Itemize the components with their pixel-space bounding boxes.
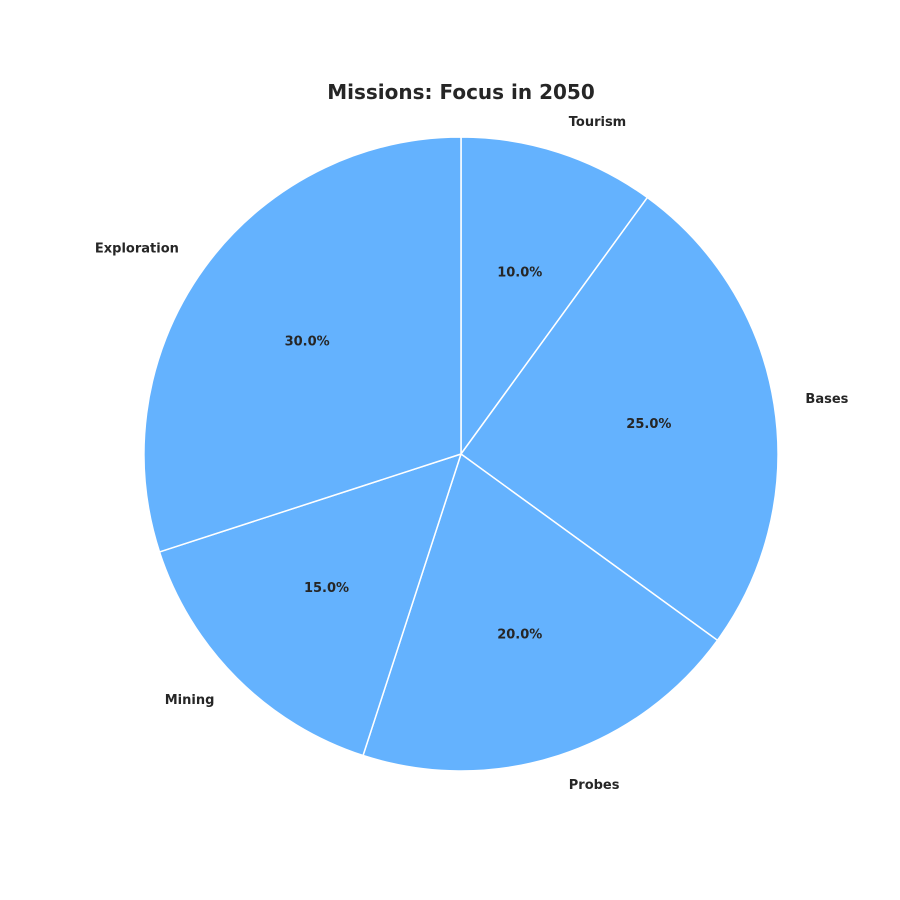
- slice-label-exploration: Exploration: [95, 242, 179, 257]
- chart-title: Missions: Focus in 2050: [327, 80, 595, 104]
- percent-label-probes: 20.0%: [497, 627, 542, 642]
- slice-label-mining: Mining: [165, 693, 215, 708]
- percent-label-bases: 25.0%: [626, 417, 671, 432]
- pie-slice-exploration: [143, 136, 462, 553]
- percent-label-mining: 15.0%: [304, 581, 349, 596]
- percent-label-tourism: 10.0%: [497, 266, 542, 281]
- pie-slice-bases: [460, 196, 779, 642]
- pie-slices: [143, 136, 779, 772]
- pie-slice-mining: [158, 453, 462, 757]
- slice-label-tourism: Tourism: [569, 115, 626, 130]
- pie-slice-tourism: [460, 136, 649, 455]
- slice-label-probes: Probes: [569, 778, 620, 793]
- pie-labels: Tourism 10.0% Bases 25.0% Probes 20.0% Mining 1…: [95, 115, 849, 793]
- pie-slice-probes: [362, 453, 719, 772]
- percent-label-exploration: 30.0%: [285, 335, 330, 350]
- slice-label-bases: Bases: [805, 392, 848, 407]
